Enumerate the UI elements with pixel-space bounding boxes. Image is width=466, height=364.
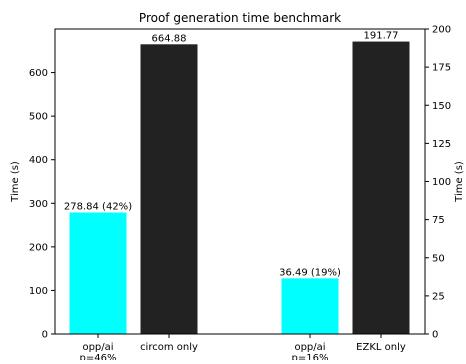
right-tick-label: 50 xyxy=(432,253,445,264)
right-tick-label: 125 xyxy=(432,139,451,150)
bar-1-1 xyxy=(352,41,410,334)
x-tick-label: p=16% xyxy=(292,353,329,360)
x-tick-label: opp/ai xyxy=(82,342,113,353)
x-tick-label: EZKL only xyxy=(356,342,406,353)
x-tick-label: opp/ai xyxy=(294,342,325,353)
bar-value-label: 36.49 (19%) xyxy=(279,267,341,278)
right-tick-label: 175 xyxy=(432,63,451,74)
right-tick-label: 200 xyxy=(432,25,451,36)
right-tick-label: 150 xyxy=(432,101,451,112)
right-tick-label: 0 xyxy=(432,330,438,341)
x-tick-label: circom only xyxy=(140,342,198,353)
left-axis-label: Time (s) xyxy=(10,161,21,203)
left-tick-label: 400 xyxy=(29,155,48,166)
chart-title: Proof generation time benchmark xyxy=(139,11,341,25)
bar-0-1 xyxy=(140,44,198,335)
bar-value-label: 664.88 xyxy=(152,33,187,44)
bar-value-label: 278.84 (42%) xyxy=(64,202,132,213)
bar-value-label: 191.77 xyxy=(364,31,399,42)
left-tick-label: 500 xyxy=(29,112,48,123)
left-tick-label: 200 xyxy=(29,242,48,253)
bar-1-0 xyxy=(281,278,339,334)
right-tick-label: 100 xyxy=(432,177,451,188)
x-tick-label: p=46% xyxy=(80,353,117,360)
left-tick-label: 100 xyxy=(29,286,48,297)
right-tick-label: 25 xyxy=(432,291,445,302)
right-axis-label: Time (s) xyxy=(454,161,465,203)
left-tick-label: 300 xyxy=(29,199,48,210)
bar-0-0 xyxy=(69,212,127,334)
left-tick-label: 600 xyxy=(29,68,48,79)
left-tick-label: 0 xyxy=(42,330,48,341)
right-tick-label: 75 xyxy=(432,215,445,226)
